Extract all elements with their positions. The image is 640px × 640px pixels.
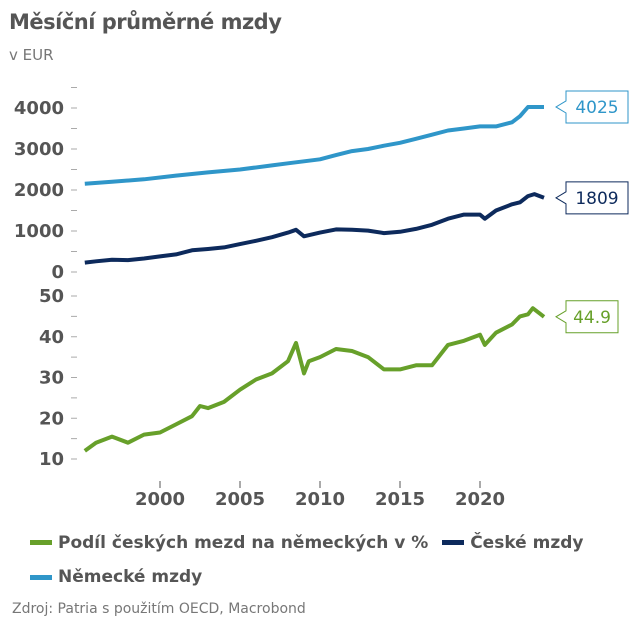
legend-swatch [30, 540, 52, 545]
chart-title: Měsíční průměrné mzdy [9, 10, 282, 34]
x-tick-label: 2005 [215, 489, 265, 510]
legend-item-share: Podíl českých mezd na německých v % [30, 527, 428, 559]
series-line--esk-mzdy [84, 192, 545, 265]
x-tick-label: 2020 [455, 489, 505, 510]
y-tick-label: 50 [39, 286, 64, 307]
x-tick-label: 2000 [135, 489, 185, 510]
chart-subtitle: v EUR [9, 46, 54, 64]
source-note: Zdroj: Patria s použitím OECD, Macrobond [12, 601, 306, 617]
legend-label: Podíl českých mezd na německých v % [58, 532, 429, 553]
legend-label: České mzdy [470, 532, 584, 553]
y-tick-label: 40 [39, 327, 64, 348]
legend-swatch [442, 540, 465, 545]
y-tick-label: 4000 [14, 98, 64, 119]
y-tick-label: 20 [39, 408, 64, 429]
series-line-n-meck-mzdy [84, 105, 544, 186]
series-line-pod-l-esk-ch-mezd-na-n-meck-ch-v- [83, 306, 546, 453]
end-value-label: 1809 [575, 189, 618, 209]
end-value-label: 44.9 [573, 308, 611, 328]
y-tick-label: 30 [39, 368, 64, 389]
legend-swatch [30, 574, 52, 580]
end-value-label: 4025 [575, 98, 618, 118]
y-tick-label: 10 [39, 449, 64, 470]
y-tick-label: 0 [51, 262, 64, 283]
end-label-box [555, 90, 629, 124]
y-tick-label: 2000 [14, 180, 64, 201]
legend-item-czech: České mzdy [442, 527, 583, 559]
legend: Podíl českých mezd na německých v % Česk… [30, 524, 630, 593]
x-tick-label: 2015 [375, 489, 425, 510]
y-tick-label: 1000 [14, 221, 64, 242]
x-tick-label: 2010 [295, 489, 345, 510]
end-label-box [555, 300, 619, 334]
legend-label: Německé mzdy [58, 567, 203, 587]
end-label-box [555, 181, 629, 215]
y-tick-label: 3000 [14, 139, 64, 160]
chart-area: 0 1000 2000 3000 4000 4025 1809 10 20 30 40 50 2000 2… [14, 87, 629, 510]
legend-item-german: Německé mzdy [30, 561, 202, 593]
